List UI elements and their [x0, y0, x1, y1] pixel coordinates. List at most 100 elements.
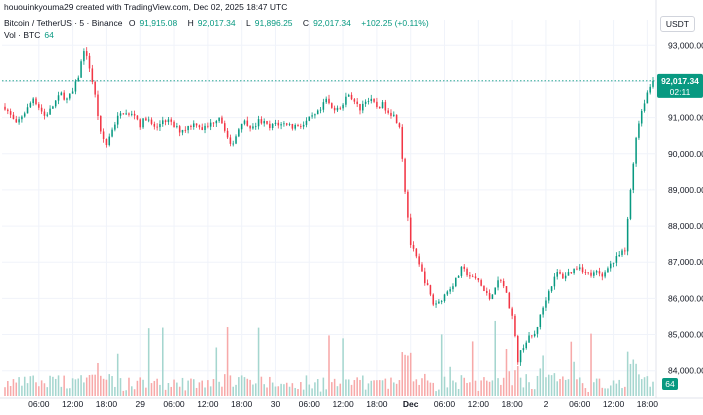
volume-bar: [598, 378, 601, 396]
candle-body: [595, 271, 598, 273]
volume-bar: [522, 387, 525, 396]
volume-bar: [311, 388, 313, 396]
candle-body: [463, 266, 466, 269]
candle-body: [525, 342, 527, 349]
candle-body: [18, 119, 20, 123]
candle-body: [514, 315, 516, 337]
candle-body: [192, 123, 195, 127]
candle-body: [485, 290, 488, 293]
volume-bar: [508, 371, 511, 396]
candle-body: [415, 248, 418, 257]
volume-bar: [618, 379, 620, 396]
volume-bar: [553, 373, 556, 396]
volume-bar: [277, 386, 280, 396]
change-value: +102.25 (+0.11%): [361, 18, 429, 28]
candle-body: [404, 158, 406, 192]
volume-bar: [401, 352, 404, 396]
volume-bar: [409, 352, 412, 396]
volume-bar: [63, 375, 65, 396]
candle-body: [254, 126, 257, 128]
volume-bar: [156, 378, 158, 396]
volume-bar: [373, 380, 375, 396]
volume-bar: [539, 368, 542, 396]
candle-body: [9, 111, 12, 115]
volume-bar: [345, 379, 347, 396]
volume-bar: [300, 382, 302, 396]
candle-body: [153, 123, 156, 127]
volume-bar: [587, 391, 589, 396]
volume-bar: [381, 380, 384, 396]
volume-label[interactable]: Vol · BTC: [4, 30, 41, 40]
candle-body: [221, 117, 223, 124]
candle-body: [238, 129, 240, 137]
candle-body: [212, 122, 215, 124]
volume-bar: [43, 383, 46, 396]
volume-bar: [412, 381, 415, 396]
candle-body: [111, 129, 113, 137]
price-tick-label: 89,000.00: [668, 185, 703, 195]
candle-body: [319, 109, 322, 111]
volume-bar: [407, 355, 409, 396]
volume-bar: [252, 384, 254, 396]
symbol-label[interactable]: Bitcoin / TetherUS · 5 · Binance: [4, 18, 123, 28]
volume-bar: [125, 390, 127, 396]
candle-body: [638, 123, 640, 138]
volume-bar: [181, 377, 184, 396]
time-tick-label: 12:00: [197, 399, 219, 409]
candle-body: [164, 120, 167, 123]
volume-bar: [342, 338, 344, 396]
volume-bar: [370, 380, 373, 396]
candle-body: [178, 126, 181, 133]
volume-bar: [646, 376, 649, 396]
volume-bar: [26, 383, 29, 396]
volume-bar: [376, 380, 378, 396]
volume-bar: [440, 334, 443, 396]
candle-body: [142, 118, 144, 128]
volume-bar: [347, 379, 350, 396]
candle-body: [40, 107, 43, 112]
close-item: C 92,017.34: [303, 18, 355, 28]
volume-bar: [415, 379, 418, 396]
quote-currency-button[interactable]: USDT: [659, 16, 695, 32]
volume-bar: [32, 375, 34, 396]
volume-bar: [316, 379, 319, 396]
volume-bar: [54, 378, 57, 396]
time-tick-label: 30: [271, 399, 281, 409]
candle-body: [562, 273, 564, 279]
candle-body: [387, 110, 389, 113]
candle-body: [390, 112, 392, 116]
volume-bar: [387, 388, 389, 396]
candle-body: [635, 137, 637, 164]
volume-bar: [195, 387, 198, 396]
time-tick-label: 2: [544, 399, 549, 409]
candle-body: [156, 126, 158, 128]
volume-bar: [204, 387, 206, 396]
volume-bar: [38, 386, 40, 396]
time-tick-label: 18:00: [501, 399, 523, 409]
candle-body: [7, 109, 9, 112]
volume-bar: [238, 377, 240, 396]
volume-bar: [305, 375, 308, 396]
candles: [4, 47, 654, 366]
volume-bar: [331, 382, 333, 396]
candle-body: [350, 94, 353, 100]
candle-body: [393, 114, 395, 116]
volume-bar: [105, 379, 108, 396]
volume-bar: [525, 374, 527, 396]
candle-body: [277, 122, 280, 126]
volume-bar: [164, 389, 167, 396]
volume-bar: [570, 341, 573, 396]
volume-bar: [556, 381, 558, 396]
candle-body: [376, 101, 378, 107]
time-axis[interactable]: 06:00 12:00 18:00 29 06:00 12:00 18:00 30 06:00 1…: [0, 397, 703, 409]
candle-body: [455, 277, 457, 287]
candle-body: [218, 117, 220, 121]
volume-bar: [52, 376, 54, 396]
candle-body: [74, 81, 77, 92]
candle-body: [291, 124, 294, 129]
volume-bar: [635, 363, 637, 396]
price-tick-label: 91,000.00: [668, 113, 703, 123]
volume-bar: [564, 379, 567, 396]
